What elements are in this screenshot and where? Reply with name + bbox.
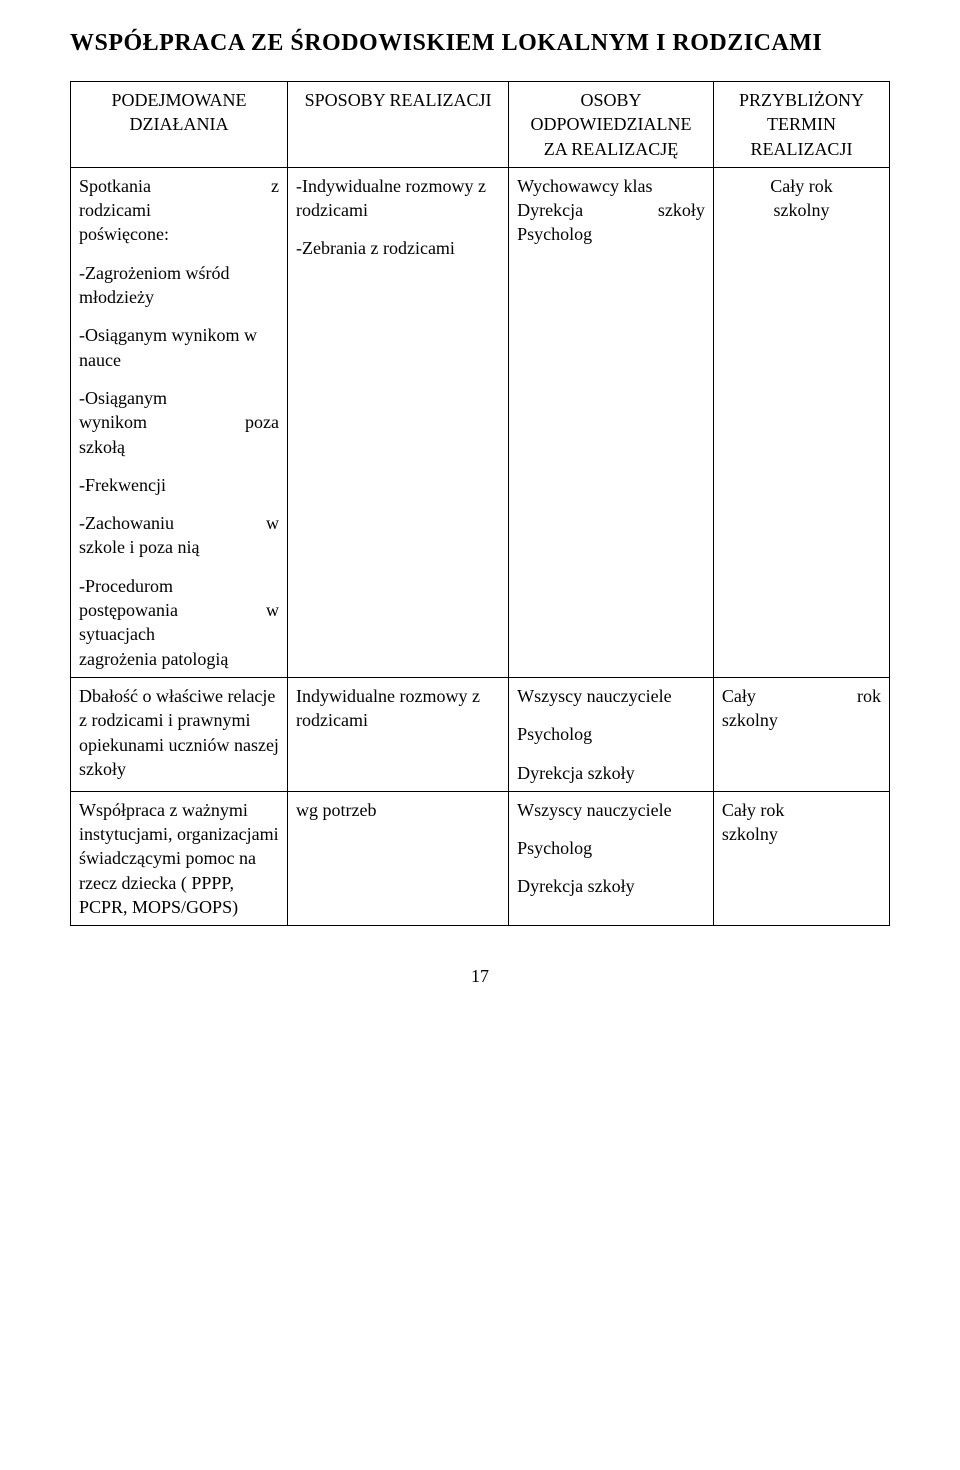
text: Dyrekcja xyxy=(517,198,583,222)
text: -Indywidualne rozmowy z rodzicami xyxy=(296,174,500,223)
table-header-row: PODEJMOWANE DZIAŁANIA SPOSOBY REALIZACJI… xyxy=(71,82,890,168)
text: poza xyxy=(245,410,279,434)
text: Dyrekcja szkoły xyxy=(517,874,705,898)
cell-term-3: Cały rok szkolny xyxy=(713,791,889,925)
text: -Procedurom xyxy=(79,574,279,598)
header-term: PRZYBLIŻONY TERMIN REALIZACJI xyxy=(713,82,889,168)
text: szkolny xyxy=(722,822,881,846)
text: w xyxy=(266,598,279,622)
cell-methods-3: wg potrzeb xyxy=(288,791,509,925)
header-responsible: OSOBY ODPOWIEDZIALNE ZA REALIZACJĘ xyxy=(509,82,714,168)
table-row: Współpraca z ważnymi instytucjami, organ… xyxy=(71,791,890,925)
table-row: Spotkania z rodzicami poświęcone: -Zagro… xyxy=(71,167,890,677)
text: Cały rok xyxy=(722,798,881,822)
text: szkoły xyxy=(658,198,705,222)
text: -Frekwencji xyxy=(79,473,279,497)
text: -Osiąganym xyxy=(79,386,279,410)
text: Psycholog xyxy=(517,836,705,860)
text: sytuacjach xyxy=(79,622,279,646)
cell-term-1: Cały rok szkolny xyxy=(713,167,889,677)
cell-actions-3: Współpraca z ważnymi instytucjami, organ… xyxy=(71,791,288,925)
text: szkołą xyxy=(79,435,279,459)
cell-actions-1: Spotkania z rodzicami poświęcone: -Zagro… xyxy=(71,167,288,677)
text: wynikom xyxy=(79,410,147,434)
text: Cały xyxy=(722,684,756,708)
cell-methods-1: -Indywidualne rozmowy z rodzicami -Zebra… xyxy=(288,167,509,677)
cell-responsible-1: Wychowawcy klas Dyrekcja szkoły Psycholo… xyxy=(509,167,714,677)
text: Wszyscy nauczyciele xyxy=(517,798,705,822)
page-title: WSPÓŁPRACA ZE ŚRODOWISKIEM LOKALNYM I RO… xyxy=(70,30,890,57)
text: Spotkania xyxy=(79,174,151,198)
text: Wychowawcy klas xyxy=(517,174,705,198)
text: -Zebrania z rodzicami xyxy=(296,236,500,260)
text: rok xyxy=(857,684,881,708)
text: Wszyscy nauczyciele xyxy=(517,684,705,708)
text: -Zagrożeniom wśród młodzieży xyxy=(79,261,279,310)
text: Psycholog xyxy=(517,222,705,246)
text: -Osiąganym wynikom w nauce xyxy=(79,323,279,372)
cooperation-table: PODEJMOWANE DZIAŁANIA SPOSOBY REALIZACJI… xyxy=(70,81,890,926)
cell-term-2: Cały rok szkolny xyxy=(713,677,889,791)
text: z xyxy=(271,174,279,198)
text: Dyrekcja szkoły xyxy=(517,761,705,785)
text: szkolny xyxy=(722,198,881,222)
page-number: 17 xyxy=(70,966,890,987)
cell-responsible-3: Wszyscy nauczyciele Psycholog Dyrekcja s… xyxy=(509,791,714,925)
text: -Zachowaniu xyxy=(79,511,174,535)
text: szkole i poza nią xyxy=(79,535,279,559)
text: szkolny xyxy=(722,708,881,732)
text: poświęcone: xyxy=(79,222,279,246)
cell-methods-2: Indywidualne rozmowy z rodzicami xyxy=(288,677,509,791)
text: w xyxy=(266,511,279,535)
cell-actions-2: Dbałość o właściwe relacje z rodzicami i… xyxy=(71,677,288,791)
text: Cały rok xyxy=(722,174,881,198)
header-actions: PODEJMOWANE DZIAŁANIA xyxy=(71,82,288,168)
text: rodzicami xyxy=(79,198,279,222)
cell-responsible-2: Wszyscy nauczyciele Psycholog Dyrekcja s… xyxy=(509,677,714,791)
text: Psycholog xyxy=(517,722,705,746)
table-row: Dbałość o właściwe relacje z rodzicami i… xyxy=(71,677,890,791)
header-methods: SPOSOBY REALIZACJI xyxy=(288,82,509,168)
text: postępowania xyxy=(79,598,178,622)
text: zagrożenia patologią xyxy=(79,647,279,671)
